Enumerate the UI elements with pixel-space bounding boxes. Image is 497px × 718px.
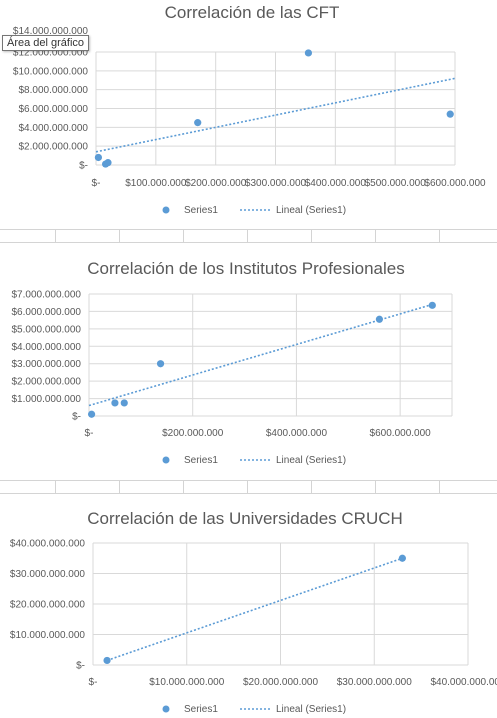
data-point [87, 410, 96, 418]
legend-label-series: Series1 [184, 455, 218, 466]
data-point [428, 301, 436, 309]
trendline [95, 77, 456, 153]
data-point [446, 110, 454, 118]
data-point [111, 399, 119, 407]
x-tick-label: $200.000.000 [162, 428, 224, 439]
legend-label-series: Series1 [184, 205, 218, 216]
legend-label-trendline: Lineal (Series1) [276, 704, 346, 715]
data-point [120, 399, 128, 407]
y-tick-label: $10.000.000.000 [13, 66, 89, 77]
y-tick-label: $- [72, 412, 81, 423]
y-tick-label: $4.000.000.000 [11, 342, 81, 353]
y-tick-label: $2.000.000.000 [11, 377, 81, 388]
legend: Series1 Lineal (Series1) [162, 205, 346, 216]
legend: Series1 Lineal (Series1) [162, 704, 346, 715]
y-tick-label: $1.000.000.000 [11, 394, 81, 405]
chart-title: Correlación de las CFT [165, 3, 340, 22]
legend-marker-series [162, 206, 170, 214]
legend-marker-series [162, 456, 170, 464]
chart-cruch[interactable]: Correlación de las Universidades CRUCH $… [0, 498, 497, 718]
y-tick-label: $3.000.000.000 [11, 359, 81, 370]
data-point [194, 119, 202, 127]
trendline [106, 557, 403, 662]
chart-cruch-svg: Correlación de las Universidades CRUCH $… [10, 509, 497, 715]
x-tick-label: $20.000.000.000 [243, 677, 319, 688]
x-tick-label: $- [85, 428, 94, 439]
legend-marker-series [162, 705, 170, 713]
legend: Series1 Lineal (Series1) [162, 455, 346, 466]
y-tick-label: $12.000.000.000 [13, 48, 89, 59]
y-tick-label: $30.000.000.000 [10, 569, 86, 580]
x-tick-label: $600.000.000 [424, 178, 486, 189]
x-tick-label: $- [89, 677, 98, 688]
y-tick-label: $6.000.000.000 [11, 307, 81, 318]
x-tick-label: $10.000.000.000 [149, 677, 225, 688]
y-tick-label: $7.000.000.000 [11, 290, 81, 301]
y-tick-label: $40.000.000.000 [10, 539, 86, 550]
y-tick-label: $14.000.000.000 [13, 26, 89, 37]
chart-area-tooltip: Área del gráfico [2, 35, 90, 51]
chart-institutos-svg: Correlación de los Institutos Profesiona… [11, 259, 453, 466]
legend-label-series: Series1 [184, 704, 218, 715]
y-tick-label: $10.000.000.000 [10, 630, 86, 641]
y-tick-label: $8.000.000.000 [18, 85, 88, 96]
data-point [104, 159, 112, 167]
x-tick-label: $200.000.000 [185, 178, 247, 189]
y-tick-label: $2.000.000.000 [18, 142, 88, 153]
data-point [156, 360, 165, 368]
y-tick-label: $5.000.000.000 [11, 324, 81, 335]
data-point [375, 315, 383, 323]
data-point [103, 656, 111, 665]
x-tick-label: $100.000.000 [125, 178, 187, 189]
chart-title: Correlación de las Universidades CRUCH [87, 509, 403, 528]
x-tick-label: $400.000.000 [266, 428, 328, 439]
x-tick-label: $30.000.000.000 [337, 677, 413, 688]
legend-label-trendline: Lineal (Series1) [276, 455, 346, 466]
chart-title: Correlación de los Institutos Profesiona… [87, 259, 405, 278]
x-tick-label: $600.000.000 [370, 428, 432, 439]
legend-label-trendline: Lineal (Series1) [276, 205, 346, 216]
sheet-gridlines [0, 480, 497, 494]
y-tick-label: $20.000.000.000 [10, 600, 86, 611]
chart-institutos[interactable]: Correlación de los Institutos Profesiona… [0, 250, 497, 478]
data-point [304, 49, 313, 57]
chart-cft-svg: Correlación de las CFT $- $2.000.000.000 $… [13, 3, 486, 216]
y-tick-label: $- [79, 161, 88, 172]
x-tick-label: $- [92, 178, 101, 189]
x-tick-label: $40.000.000.000 [430, 677, 497, 688]
data-point [94, 153, 102, 162]
y-tick-label: $6.000.000.000 [18, 104, 88, 115]
sheet-gridlines [0, 229, 497, 243]
x-tick-label: $500.000.000 [365, 178, 427, 189]
data-point [398, 554, 406, 562]
y-tick-label: $4.000.000.000 [18, 123, 88, 134]
y-tick-label: $- [76, 661, 85, 672]
chart-cft[interactable]: Correlación de las CFT $- $2.000.000.000 $… [0, 0, 497, 228]
x-tick-label: $300.000.000 [245, 178, 307, 189]
x-tick-label: $400.000.000 [305, 178, 367, 189]
